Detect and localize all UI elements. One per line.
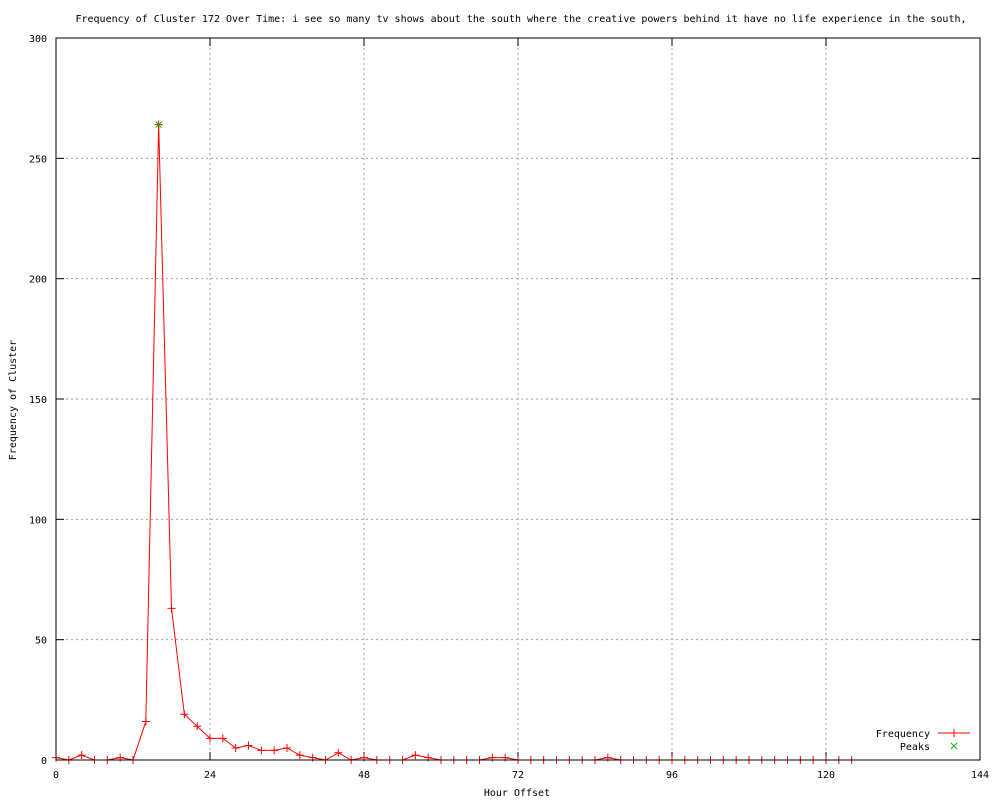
- x-tick-label: 72: [512, 770, 524, 781]
- x-tick-label: 0: [53, 770, 59, 781]
- legend-peaks-swatch: [950, 742, 958, 750]
- frequency-point: [270, 746, 279, 755]
- frequency-point: [295, 751, 304, 760]
- x-tick-label: 144: [971, 770, 989, 781]
- y-tick-label: 0: [41, 756, 47, 767]
- y-tick-label: 250: [29, 154, 47, 165]
- x-tick-label: 24: [204, 770, 216, 781]
- y-tick-label: 100: [29, 515, 47, 526]
- y-tick-label: 150: [29, 395, 47, 406]
- frequency-point: [283, 743, 291, 752]
- frequency-point: [141, 717, 150, 726]
- y-tick-label: 200: [29, 275, 47, 286]
- legend-frequency-swatch: [938, 729, 970, 737]
- frequency-point: [411, 751, 420, 760]
- frequency-point: [218, 734, 227, 743]
- frequency-point: [180, 710, 189, 719]
- y-tick-label: 300: [29, 34, 47, 45]
- frequency-point: [167, 604, 176, 613]
- x-axis-label: Hour Offset: [484, 788, 550, 799]
- frequency-point: [257, 746, 266, 755]
- x-tick-label: 48: [358, 770, 370, 781]
- frequency-point: [193, 722, 202, 731]
- x-tick-label: 120: [817, 770, 835, 781]
- plot-frame: [55, 37, 981, 761]
- frequency-point: [334, 748, 343, 757]
- peak-point: [155, 121, 163, 128]
- legend-frequency-label: Frequency: [876, 729, 930, 740]
- x-tick-label: 96: [666, 770, 678, 781]
- frequency-line: [55, 124, 852, 761]
- frequency-point: [206, 734, 214, 743]
- legend-peaks-label: Peaks: [900, 742, 930, 753]
- y-axis-label: Frequency of Cluster: [8, 340, 19, 460]
- chart-title: Frequency of Cluster 172 Over Time: i se…: [75, 14, 966, 25]
- y-tick-label: 50: [35, 636, 47, 647]
- frequency-point: [231, 743, 240, 752]
- frequency-point: [77, 751, 86, 760]
- frequency-point: [244, 741, 253, 750]
